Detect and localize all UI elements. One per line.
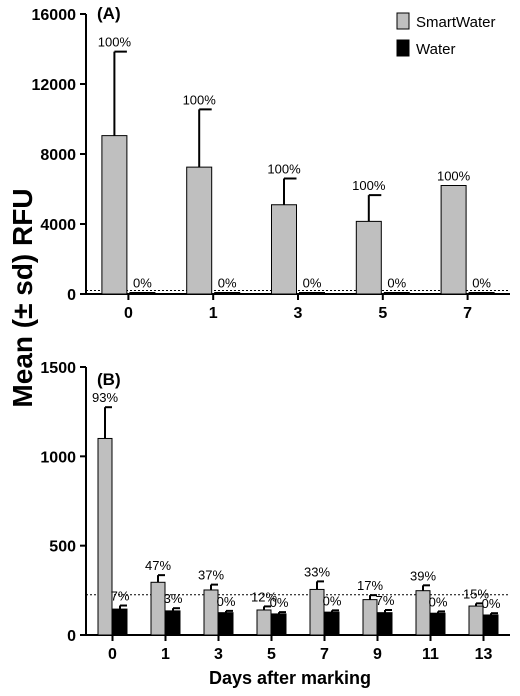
panel-b: (B)050010001500093%7%147%3%337%0%512%0%7…	[40, 360, 510, 663]
x-tick-label: 0	[108, 646, 117, 663]
data-label: 100%	[98, 35, 132, 50]
data-label: 100%	[267, 162, 301, 177]
data-label: 0%	[429, 594, 448, 609]
y-tick-label: 12000	[32, 77, 77, 94]
bar-smartwater	[186, 166, 213, 295]
bar-smartwater	[150, 581, 166, 636]
data-label: 93%	[92, 390, 118, 405]
x-tick-label: 9	[373, 646, 382, 663]
bar-water	[430, 612, 446, 636]
data-label: 0%	[387, 276, 406, 291]
bar-water	[214, 292, 241, 295]
y-tick-label: 500	[49, 539, 76, 556]
data-label: 47%	[145, 558, 171, 573]
legend-swatch-smartwater	[396, 12, 410, 30]
data-label: 3%	[164, 591, 183, 606]
y-tick-label: 4000	[40, 217, 76, 234]
y-tick-label: 16000	[32, 7, 77, 24]
bar-water	[165, 610, 181, 636]
x-tick-label: 5	[267, 646, 276, 663]
x-axis-title: Days after marking	[209, 668, 371, 688]
legend-swatch-water	[396, 39, 410, 57]
x-tick-label: 7	[463, 305, 472, 322]
bar-water	[468, 292, 495, 295]
y-tick-label: 0	[67, 287, 76, 304]
x-tick-label: 1	[161, 646, 170, 663]
bar-water	[383, 292, 410, 295]
data-label: 0%	[270, 595, 289, 610]
x-tick-label: 1	[209, 305, 218, 322]
y-tick-label: 0	[67, 628, 76, 645]
y-tick-label: 1000	[40, 449, 76, 466]
data-label: 0%	[323, 593, 342, 608]
bar-water	[218, 612, 234, 636]
data-label: 7%	[376, 593, 395, 608]
x-tick-label: 3	[214, 646, 223, 663]
data-label: 100%	[352, 178, 386, 193]
bar-smartwater	[101, 135, 128, 295]
bar-water	[483, 614, 499, 636]
bar-smartwater	[97, 437, 113, 636]
data-label: 33%	[304, 564, 330, 579]
bar-water	[324, 611, 340, 636]
panel-label: (B)	[97, 370, 121, 389]
y-axis-title: Mean (± sd) RFU	[7, 188, 38, 407]
y-tick-label: 8000	[40, 147, 76, 164]
panel-label: (A)	[97, 4, 121, 23]
bar-smartwater	[271, 204, 297, 295]
bar-smartwater	[256, 609, 272, 636]
x-tick-label: 13	[475, 646, 493, 663]
data-label: 0%	[303, 276, 322, 291]
y-tick-label: 1500	[40, 360, 76, 377]
data-label: 39%	[410, 568, 436, 583]
legend: SmartWater Water	[396, 12, 495, 58]
data-label: 0%	[133, 276, 152, 291]
x-tick-label: 3	[294, 305, 303, 322]
bar-smartwater	[440, 185, 467, 295]
data-label: 0%	[482, 596, 501, 611]
bar-smartwater	[355, 220, 382, 295]
data-label: 100%	[183, 92, 217, 107]
data-label: 0%	[218, 276, 237, 291]
bar-water	[271, 613, 287, 636]
panel-a: (A)04000800012000160000100%0%1100%0%3100…	[32, 4, 510, 322]
data-label: 17%	[357, 578, 383, 593]
data-label: 37%	[198, 568, 224, 583]
x-tick-label: 11	[422, 646, 439, 663]
bar-water	[377, 612, 393, 636]
bar-water	[112, 608, 128, 636]
x-tick-label: 7	[320, 646, 329, 663]
data-label: 7%	[111, 589, 130, 604]
data-label: 12%	[251, 589, 277, 604]
data-label: 0%	[472, 276, 491, 291]
bar-water	[299, 292, 325, 295]
data-label: 15%	[463, 586, 489, 601]
legend-label-water: Water	[416, 41, 455, 58]
x-tick-label: 5	[378, 305, 387, 322]
bar-water	[129, 292, 156, 295]
data-label: 0%	[217, 594, 236, 609]
data-label: 100%	[437, 169, 471, 184]
legend-label-smartwater: SmartWater	[416, 14, 495, 31]
x-tick-label: 0	[124, 305, 133, 322]
